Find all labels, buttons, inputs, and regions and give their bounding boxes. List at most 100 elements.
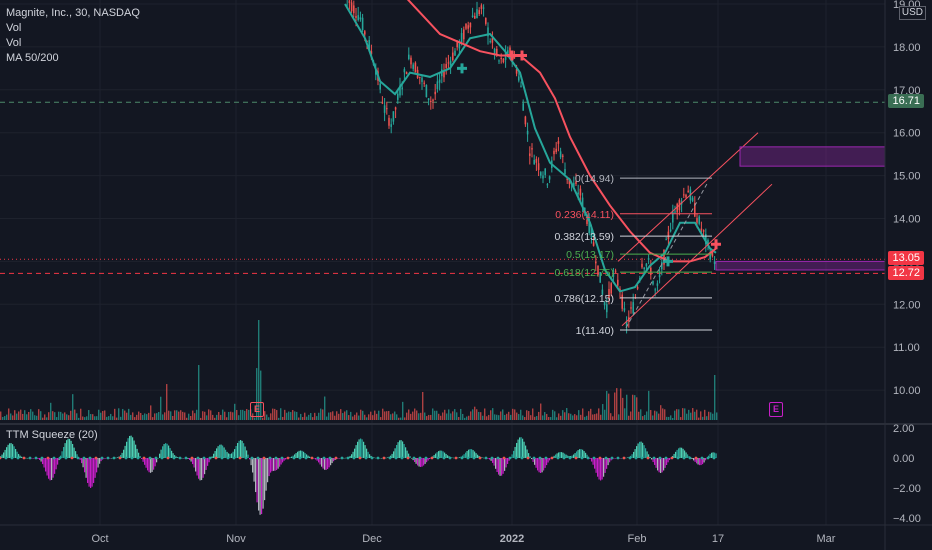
squeeze-dot (107, 457, 110, 460)
earnings-marker-icon[interactable]: E (250, 402, 264, 417)
volume-bar (276, 410, 277, 420)
candle-body (472, 16, 474, 17)
squeeze-dot (599, 457, 602, 460)
volume-bar (474, 407, 475, 420)
symbol-title[interactable]: Magnite, Inc., 30, NASDAQ (6, 6, 140, 21)
volume-bar (176, 410, 177, 420)
volume-bar (640, 409, 641, 420)
volume-bar (394, 412, 395, 420)
volume-bar (40, 411, 41, 420)
volume-bar (696, 410, 697, 420)
squeeze-bar (269, 458, 270, 476)
supply-zone (740, 147, 885, 166)
squeeze-dot (617, 457, 620, 460)
squeeze-dot (587, 457, 590, 460)
squeeze-bar (51, 458, 52, 480)
squeeze-bar (69, 439, 70, 458)
candle-body (668, 232, 670, 240)
squeeze-bar (98, 458, 99, 468)
volume-bar (296, 412, 297, 420)
volume-bar (456, 412, 457, 420)
squeeze-bar (548, 458, 549, 463)
squeeze-bar (140, 456, 141, 458)
volume-bar (254, 418, 255, 420)
squeeze-bar (323, 458, 324, 469)
squeeze-bar (519, 437, 520, 458)
squeeze-bar (110, 458, 111, 459)
chart-drawings[interactable] (618, 133, 885, 328)
volume-bar (362, 411, 363, 420)
squeeze-bar (12, 444, 13, 458)
earnings-marker-icon[interactable]: E (769, 402, 783, 417)
candle-body (415, 63, 417, 73)
volume-bar (372, 415, 373, 420)
indicator-title[interactable]: TTM Squeeze (20) (6, 429, 98, 441)
squeeze-bar (207, 458, 208, 466)
squeeze-bar (314, 458, 315, 459)
volume-bar (692, 408, 693, 420)
volume-bar (526, 410, 527, 420)
squeeze-bar (687, 454, 688, 458)
squeeze-bar (539, 458, 540, 472)
volume-bar (376, 414, 377, 420)
squeeze-bar (2, 455, 3, 458)
squeeze-bar (360, 439, 361, 459)
candle-body (518, 76, 520, 80)
volume-bar (34, 415, 35, 420)
squeeze-dot (209, 457, 212, 460)
volume-bar (670, 415, 671, 420)
volume-bar (680, 417, 681, 420)
squeeze-bar (716, 453, 717, 458)
volume-bar (150, 405, 151, 420)
squeeze-bar (21, 457, 22, 458)
legend-ma[interactable]: MA 50/200 (6, 51, 140, 66)
volume-bar (356, 413, 357, 420)
squeeze-dot (377, 457, 380, 460)
squeeze-bar (9, 443, 10, 458)
candle-body (450, 61, 452, 66)
volume-bar (436, 411, 437, 420)
volume-bar (396, 414, 397, 420)
squeeze-dot (113, 457, 116, 460)
squeeze-bar (48, 458, 49, 479)
squeeze-bar (345, 458, 346, 459)
squeeze-bar (87, 458, 88, 483)
volume-bar (402, 402, 403, 420)
volume-bar (480, 412, 481, 420)
price-candles[interactable] (344, 0, 715, 333)
squeeze-dot (605, 457, 608, 460)
squeeze-bar (561, 452, 562, 458)
squeeze-bar (692, 458, 693, 459)
channel-upper-line (618, 133, 758, 262)
volume-bar (128, 409, 129, 420)
volume-bar (530, 415, 531, 420)
squeeze-bar (599, 458, 600, 479)
squeeze-bar (237, 443, 238, 458)
volume-bar (662, 408, 663, 420)
squeeze-bar (632, 454, 633, 458)
volume-bar (148, 413, 149, 420)
candle-body (349, 0, 351, 3)
volume-bar (374, 411, 375, 420)
squeeze-dot (83, 457, 86, 460)
legend-vol-1[interactable]: Vol (6, 21, 140, 36)
squeeze-dot (131, 457, 134, 460)
squeeze-dot (701, 457, 704, 460)
volume-bar (634, 395, 635, 420)
legend-vol-2[interactable]: Vol (6, 36, 140, 51)
candle-body (423, 83, 425, 84)
currency-label[interactable]: USD (899, 6, 926, 20)
volume-bar (202, 411, 203, 420)
candle-body (357, 15, 359, 20)
volume-bar (554, 411, 555, 420)
candle-body (419, 77, 421, 78)
volume-bar (398, 418, 399, 420)
volume-bar (706, 416, 707, 420)
candle-body (525, 116, 527, 124)
volume-bar (88, 410, 89, 420)
volume-bar (238, 415, 239, 420)
candle-body (408, 55, 410, 59)
candle-body (404, 69, 406, 72)
squeeze-bar (536, 458, 537, 468)
